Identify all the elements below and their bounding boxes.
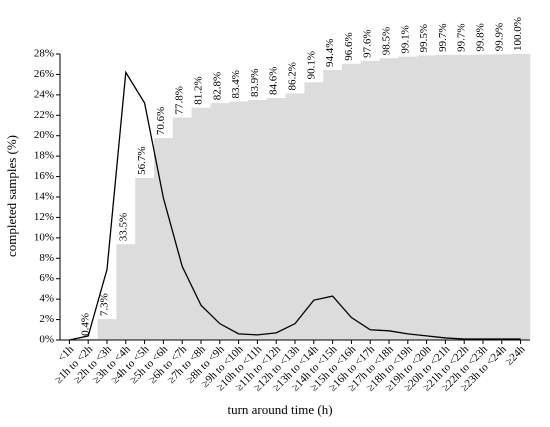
y-tick-label: 10%	[34, 231, 54, 243]
data-label: 94.4%	[324, 39, 336, 67]
y-tick-label: 0%	[39, 334, 54, 346]
data-label: 99.5%	[418, 24, 430, 52]
data-label: 99.7%	[437, 23, 449, 51]
data-label: 77.8%	[174, 86, 186, 114]
y-tick-label: 2%	[39, 313, 54, 325]
data-label: 83.9%	[249, 69, 261, 97]
y-tick-label: 26%	[34, 68, 54, 80]
cumulative-bar	[285, 93, 305, 340]
cumulative-bar	[248, 100, 268, 341]
y-tick-label: 22%	[34, 109, 54, 121]
data-label: 99.1%	[399, 25, 411, 53]
y-axis-title: completed samples (%)	[4, 135, 19, 257]
y-tick-label: 4%	[39, 293, 54, 305]
data-label: 83.4%	[230, 70, 242, 98]
data-label: 56.7%	[136, 146, 148, 174]
cumulative-bar	[172, 117, 192, 340]
data-label: 81.2%	[193, 76, 205, 104]
y-tick-label: 18%	[34, 150, 54, 162]
cumulative-bar	[78, 338, 98, 340]
cumulative-bar	[360, 60, 380, 340]
x-axis-title: turn around time (h)	[227, 402, 332, 417]
cumulative-bar	[454, 54, 474, 340]
data-label: 70.6%	[155, 107, 167, 135]
data-label: 84.6%	[268, 67, 280, 95]
cumulative-bar	[417, 55, 437, 341]
cumulative-bar	[304, 82, 324, 341]
y-tick-label: 28%	[34, 48, 54, 60]
cumulative-bar	[511, 54, 531, 340]
cumulative-bar	[135, 177, 155, 340]
y-tick-label: 8%	[39, 252, 54, 264]
x-tick-label: ≥24h	[503, 343, 528, 368]
cumulative-bar	[379, 58, 399, 340]
cumulative-bar	[323, 70, 343, 341]
y-tick-label: 12%	[34, 211, 54, 223]
data-label: 97.6%	[362, 29, 374, 57]
y-tick-label: 16%	[34, 170, 54, 182]
cumulative-bar	[229, 101, 249, 340]
data-label: 33.5%	[117, 213, 129, 241]
data-label: 96.6%	[343, 32, 355, 60]
line	[69, 70, 521, 341]
cumulative-bar	[154, 138, 174, 340]
data-label: 100.0%	[512, 17, 524, 51]
data-label: 99.7%	[456, 23, 468, 51]
y-tick-label: 6%	[39, 272, 54, 284]
y-tick-label: 24%	[34, 88, 54, 100]
cumulative-bar	[97, 319, 117, 340]
data-label: 90.1%	[305, 51, 317, 79]
cumulative-bar	[191, 107, 211, 340]
data-label: 99.8%	[475, 23, 487, 51]
cumulative-bar	[116, 244, 136, 340]
data-label: 86.2%	[287, 62, 299, 90]
cumulative-bar	[342, 63, 362, 340]
data-label: 99.9%	[493, 23, 505, 51]
y-tick-label: 20%	[34, 129, 54, 141]
data-label: 82.8%	[211, 72, 223, 100]
y-tick-label: 14%	[34, 191, 54, 203]
cumulative-bar	[266, 98, 286, 340]
data-label: 7.3%	[99, 293, 111, 316]
cumulative-bar	[492, 54, 512, 340]
data-label: 98.5%	[381, 27, 393, 55]
data-label: 0.4%	[80, 313, 92, 336]
cumulative-bar	[473, 54, 493, 341]
cumulative-bar	[210, 103, 230, 340]
cumulative-bar	[436, 54, 456, 340]
cumulative-bar	[398, 56, 418, 340]
